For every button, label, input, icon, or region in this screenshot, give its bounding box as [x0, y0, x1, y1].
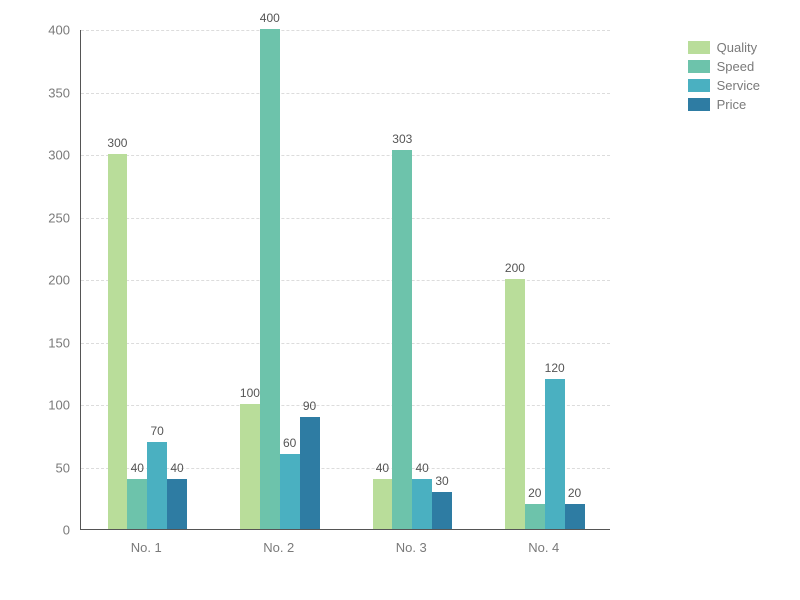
legend-swatch — [688, 98, 710, 111]
bar-value-label: 40 — [416, 461, 429, 475]
bar-chart: 050100150200250300350400 300407040100400… — [25, 20, 775, 580]
legend-label: Price — [717, 97, 747, 112]
bar-speed — [127, 479, 147, 529]
bar-service — [412, 479, 432, 529]
bar-price — [300, 417, 320, 530]
y-tick-label: 100 — [25, 398, 70, 413]
bar-service — [280, 454, 300, 529]
bar-value-label: 70 — [151, 424, 164, 438]
bar-speed — [260, 29, 280, 529]
legend-item-quality: Quality — [688, 40, 760, 55]
bar-value-label: 200 — [505, 261, 525, 275]
gridline — [81, 343, 610, 344]
bar-quality — [240, 404, 260, 529]
y-tick-label: 50 — [25, 460, 70, 475]
bar-value-label: 30 — [435, 474, 448, 488]
y-tick-label: 250 — [25, 210, 70, 225]
x-tick-label: No. 1 — [131, 540, 162, 555]
legend-swatch — [688, 41, 710, 54]
bar-price — [167, 479, 187, 529]
bar-value-label: 40 — [376, 461, 389, 475]
plot-area: 30040704010040060904030340302002012020 — [80, 30, 610, 530]
bar-speed — [392, 150, 412, 529]
gridline — [81, 93, 610, 94]
legend: Quality Speed Service Price — [688, 40, 760, 116]
legend-item-service: Service — [688, 78, 760, 93]
bar-quality — [108, 154, 128, 529]
legend-item-speed: Speed — [688, 59, 760, 74]
gridline — [81, 218, 610, 219]
bar-quality — [373, 479, 393, 529]
bar-value-label: 100 — [240, 386, 260, 400]
y-tick-label: 150 — [25, 335, 70, 350]
legend-label: Service — [717, 78, 760, 93]
bar-value-label: 20 — [528, 486, 541, 500]
legend-swatch — [688, 79, 710, 92]
bar-value-label: 40 — [131, 461, 144, 475]
bar-value-label: 303 — [392, 132, 412, 146]
legend-label: Quality — [717, 40, 757, 55]
bar-value-label: 40 — [170, 461, 183, 475]
bar-value-label: 400 — [260, 11, 280, 25]
bar-value-label: 90 — [303, 399, 316, 413]
legend-label: Speed — [717, 59, 755, 74]
bar-price — [432, 492, 452, 530]
gridline — [81, 155, 610, 156]
y-tick-label: 400 — [25, 23, 70, 38]
legend-swatch — [688, 60, 710, 73]
bar-value-label: 300 — [107, 136, 127, 150]
y-tick-label: 200 — [25, 273, 70, 288]
bar-service — [545, 379, 565, 529]
legend-item-price: Price — [688, 97, 760, 112]
gridline — [81, 405, 610, 406]
gridline — [81, 30, 610, 31]
bar-speed — [525, 504, 545, 529]
bar-service — [147, 442, 167, 530]
bar-value-label: 120 — [545, 361, 565, 375]
bar-price — [565, 504, 585, 529]
bar-quality — [505, 279, 525, 529]
y-tick-label: 350 — [25, 85, 70, 100]
y-tick-label: 300 — [25, 148, 70, 163]
bar-value-label: 20 — [568, 486, 581, 500]
x-tick-label: No. 2 — [263, 540, 294, 555]
bar-value-label: 60 — [283, 436, 296, 450]
gridline — [81, 280, 610, 281]
x-tick-label: No. 4 — [528, 540, 559, 555]
x-tick-label: No. 3 — [396, 540, 427, 555]
y-tick-label: 0 — [25, 523, 70, 538]
